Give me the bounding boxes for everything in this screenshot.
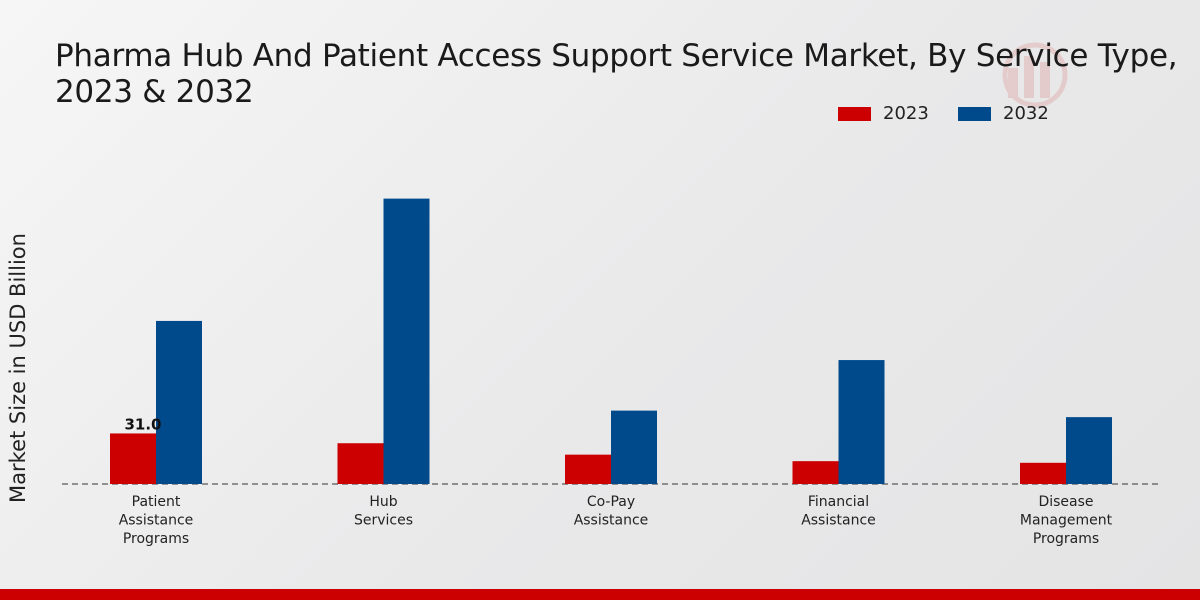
bar-2023-4 — [1020, 462, 1066, 484]
bar-2032-3 — [838, 360, 885, 484]
legend-label-2032: 2032 — [1003, 103, 1049, 124]
legend-swatch-2032 — [958, 107, 991, 121]
bar-2023-2 — [565, 454, 611, 484]
legend-swatch-2023 — [838, 107, 871, 121]
bar-2032-2 — [611, 410, 657, 484]
bar-2023-3 — [792, 461, 839, 484]
x-tick-label-2: Co-Pay Assistance — [574, 494, 649, 529]
legend-label-2023: 2023 — [883, 103, 929, 124]
footer-bar — [0, 589, 1200, 600]
bar-2032-1 — [383, 198, 430, 484]
x-tick-label-3: Financial Assistance — [801, 494, 876, 529]
bar-2032-0 — [156, 320, 202, 484]
watermark-logo-icon — [1002, 42, 1068, 108]
chart-title: Pharma Hub And Patient Access Support Se… — [55, 38, 1178, 110]
bar-2023-0 — [110, 433, 156, 484]
bar-2032-4 — [1066, 417, 1112, 484]
x-tick-label-1: Hub Services — [354, 494, 413, 529]
x-tick-label-4: Disease Management Programs — [1020, 494, 1113, 547]
data-label-0: 31.0 — [124, 415, 161, 433]
bar-2023-1 — [337, 443, 384, 484]
x-tick-label-0: Patient Assistance Programs — [119, 494, 194, 547]
